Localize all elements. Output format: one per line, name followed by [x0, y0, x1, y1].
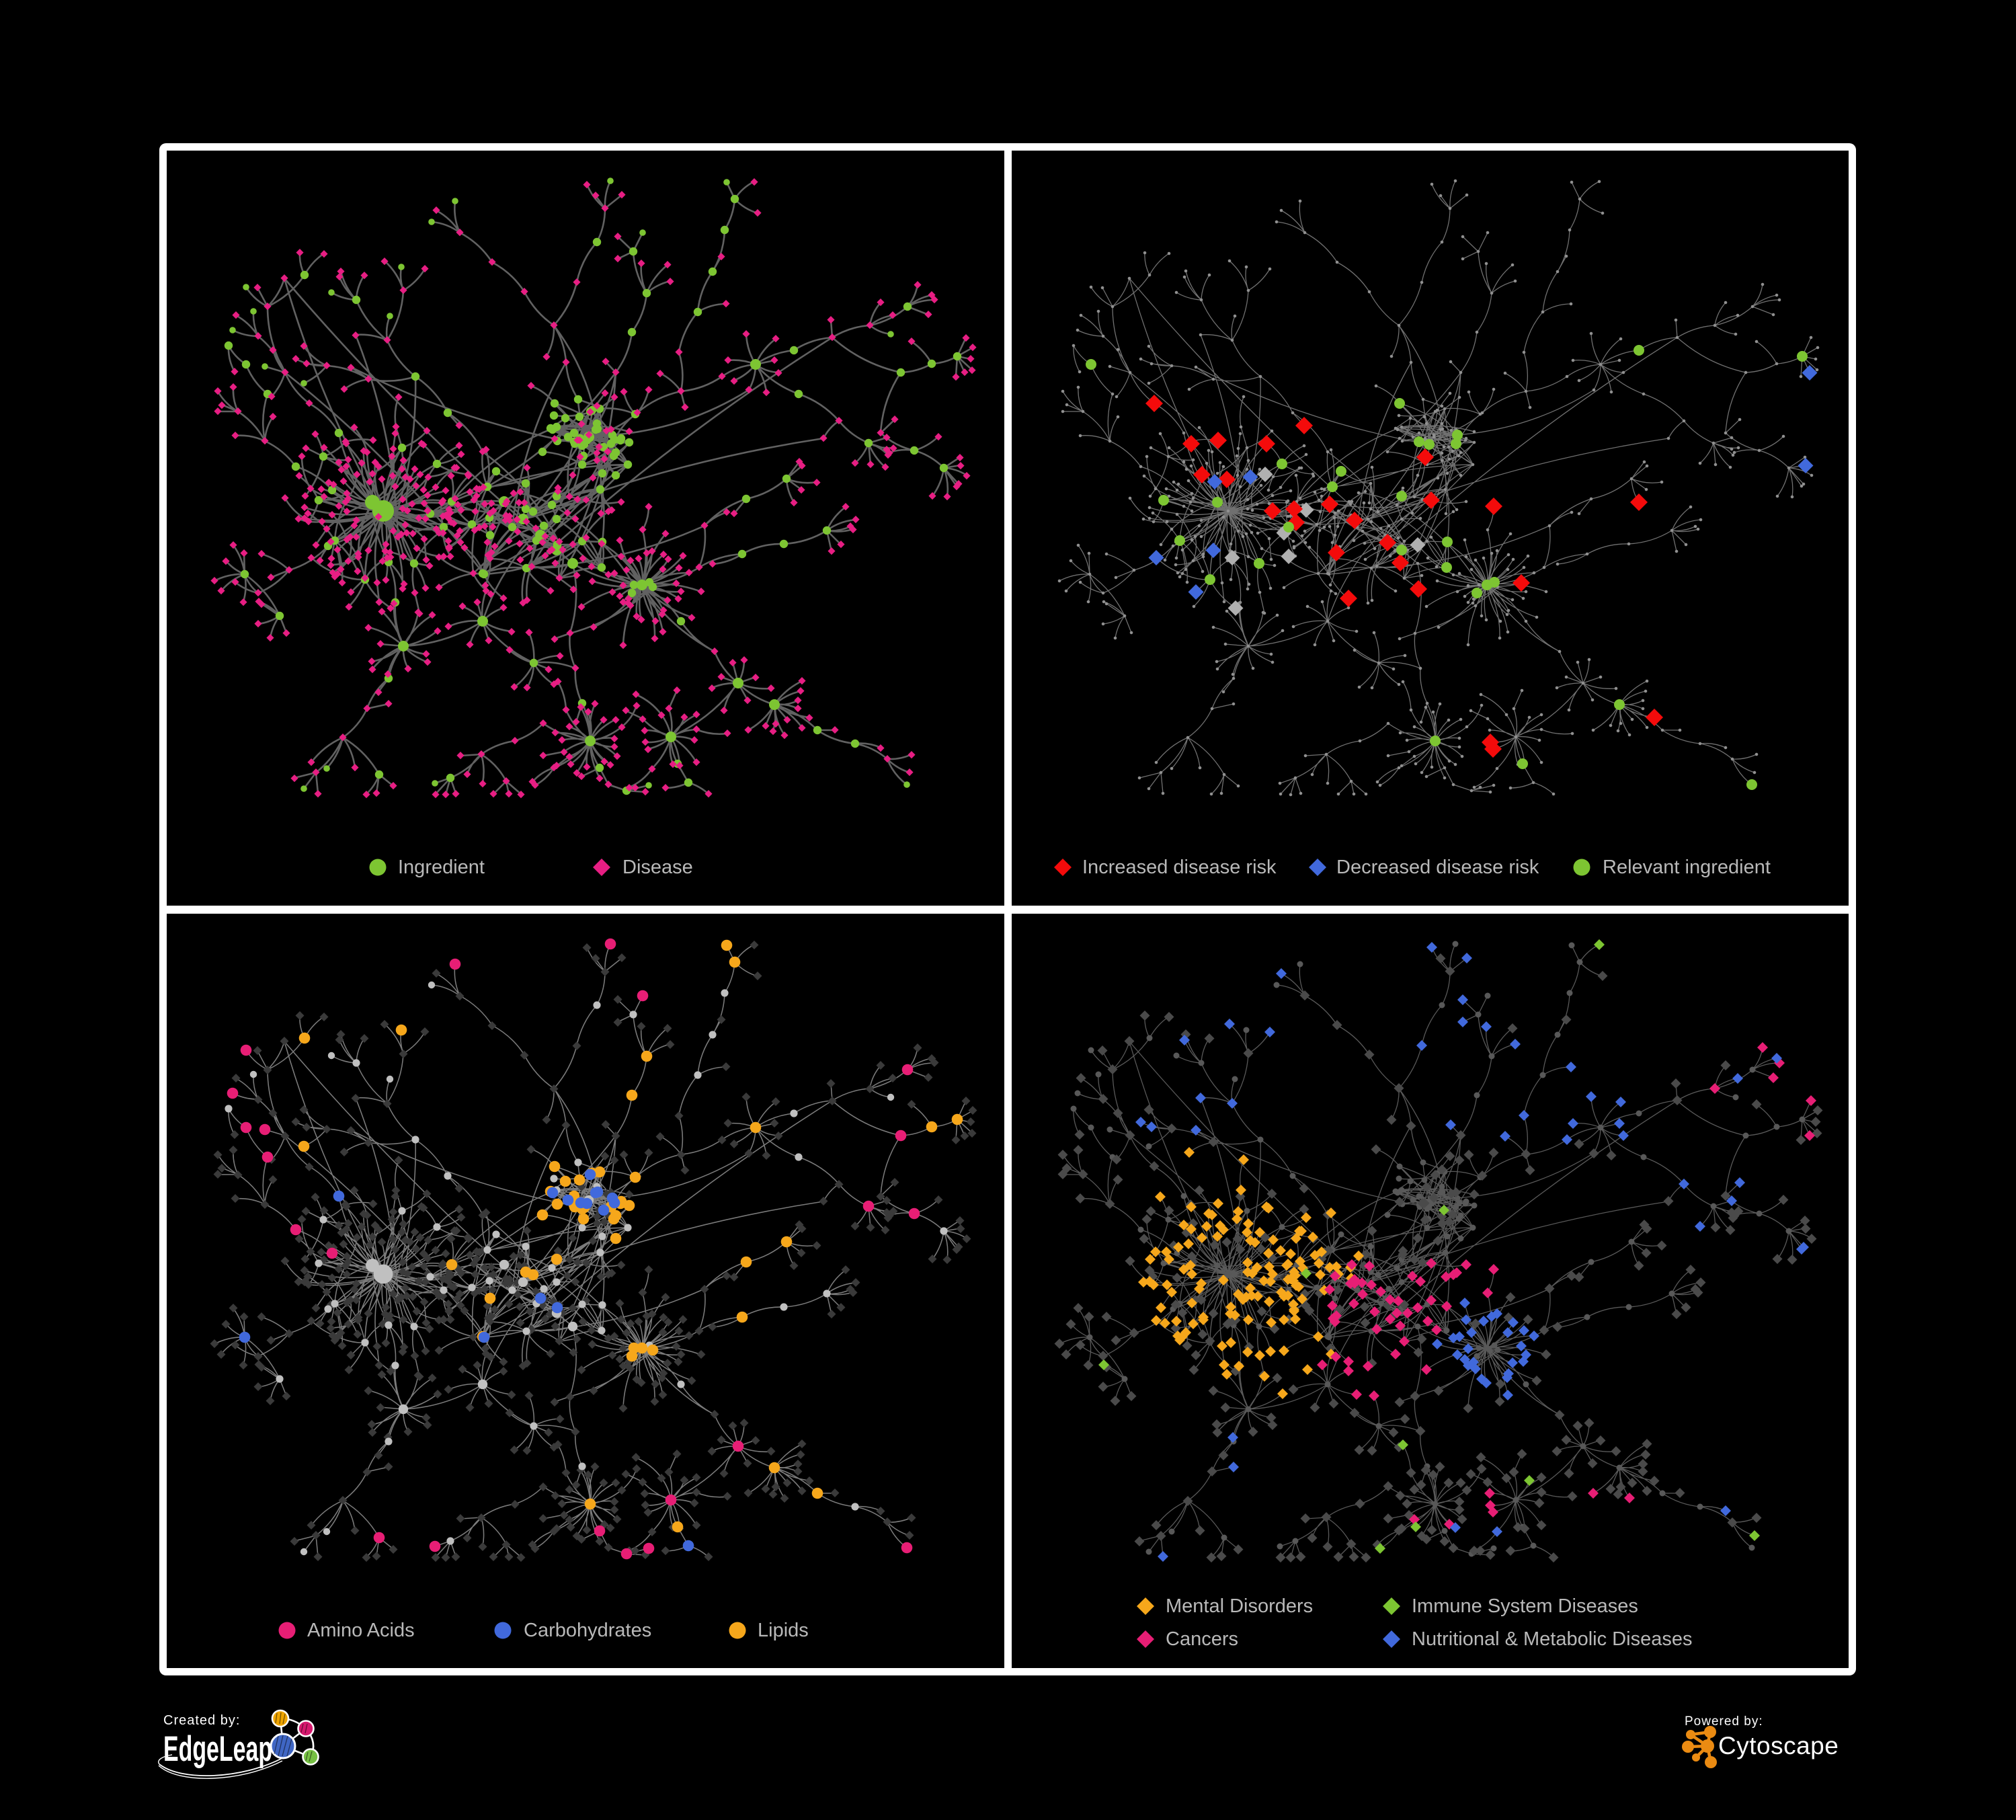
svg-text:Increased disease risk: Increased disease risk [1082, 857, 1277, 878]
svg-text:Relevant ingredient: Relevant ingredient [1603, 857, 1771, 878]
svg-text:Created by:: Created by: [163, 1713, 240, 1728]
svg-text:Nutritional & Metabolic Diseas: Nutritional & Metabolic Diseases [1412, 1628, 1692, 1650]
svg-text:Ingredient: Ingredient [398, 857, 485, 878]
svg-text:Powered by:: Powered by: [1685, 1714, 1763, 1729]
svg-text:Cytoscape: Cytoscape [1718, 1732, 1839, 1759]
svg-text:Lipids: Lipids [758, 1620, 809, 1641]
svg-text:Immune System Diseases: Immune System Diseases [1412, 1595, 1638, 1617]
svg-text:Decreased disease risk: Decreased disease risk [1336, 857, 1539, 878]
svg-text:Cancers: Cancers [1166, 1628, 1238, 1650]
svg-text:Mental Disorders: Mental Disorders [1166, 1595, 1313, 1617]
svg-text:EdgeLeap: EdgeLeap [163, 1730, 272, 1769]
svg-text:Amino Acids: Amino Acids [307, 1620, 415, 1641]
svg-text:Carbohydrates: Carbohydrates [524, 1620, 651, 1641]
svg-text:Disease: Disease [622, 857, 693, 878]
